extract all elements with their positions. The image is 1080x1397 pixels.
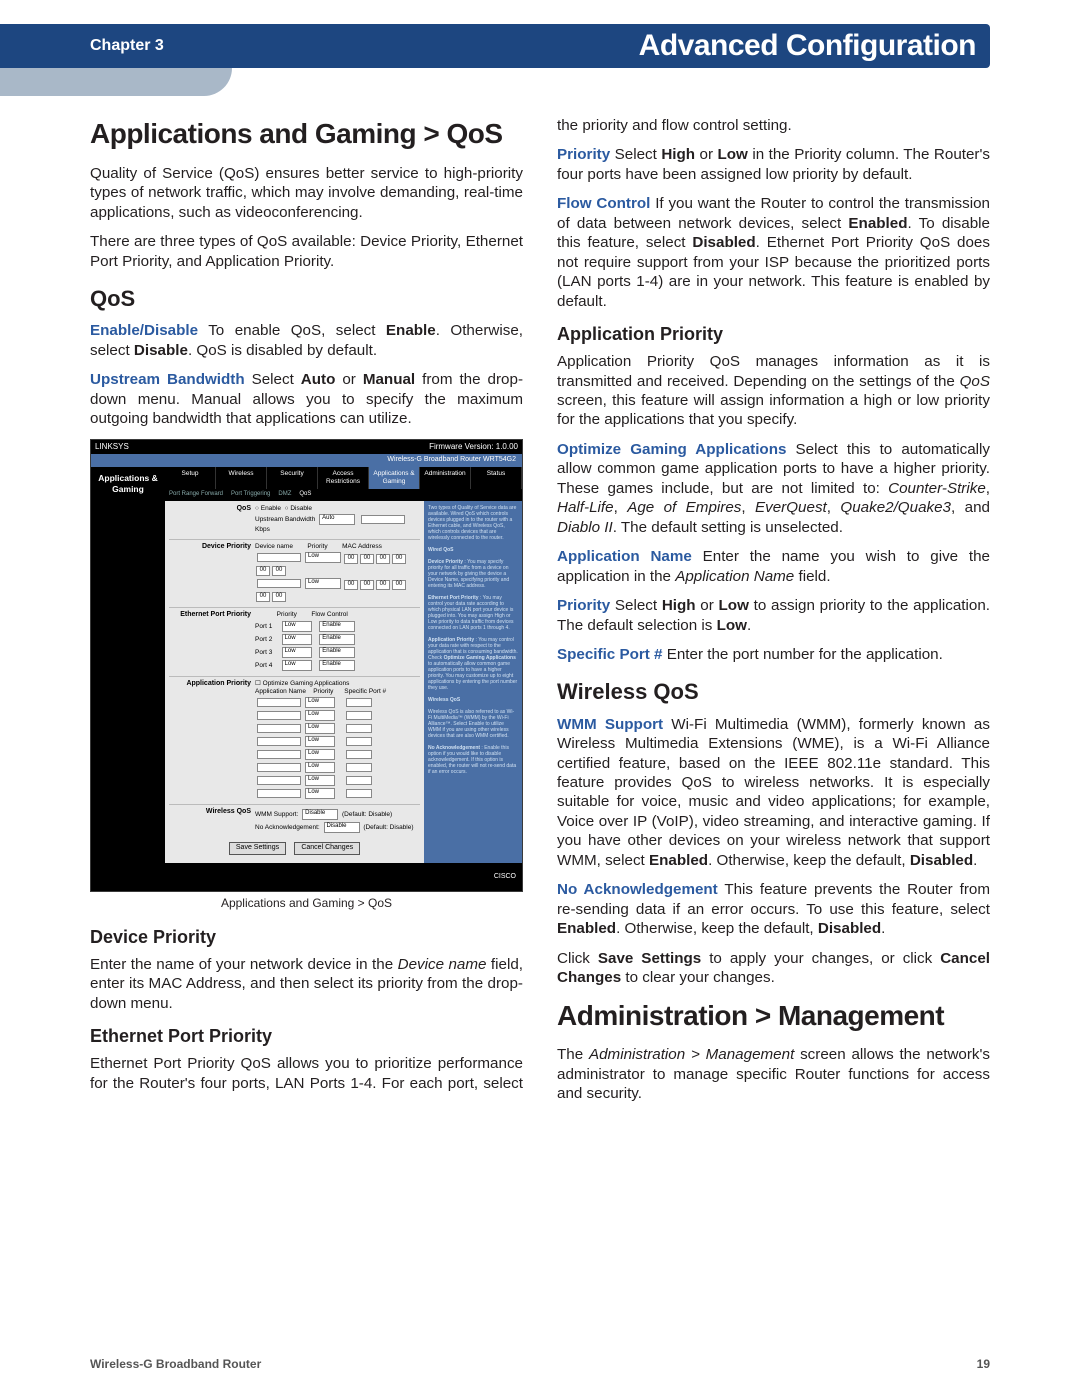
page-title: Advanced Configuration [639,29,976,63]
para: Enter the name of your network device in… [90,955,523,1013]
para-priority: Priority Select High or Low in the Prior… [557,145,990,184]
para-app-name: Application Name Enter the name you wish… [557,547,990,586]
footer-page-number: 19 [977,1357,990,1371]
opt-label: Priority [557,146,610,163]
opt-label: Upstream Bandwidth [90,371,245,388]
opt-label: Priority [557,597,610,614]
opt-label: Enable/Disable [90,322,198,339]
para-priority2: Priority Select High or Low to assign pr… [557,596,990,635]
opt-label: Flow Control [557,195,650,212]
heading-admin: Administration > Management [557,998,990,1034]
subhead-wireless-qos: Wireless QoS [557,678,990,706]
chapter-label: Chapter 3 [90,37,164,55]
para: There are three types of QoS available: … [90,232,523,271]
opt-label: No Acknowledgement [557,881,718,898]
para: Quality of Service (QoS) ensures better … [90,164,523,222]
opt-label: WMM Support [557,716,663,733]
router-screenshot: LINKSYSFirmware Version: 1.0.00 Wireless… [90,439,523,893]
para: The Administration > Management screen a… [557,1045,990,1103]
para-upstream: Upstream Bandwidth Select Auto or Manual… [90,370,523,428]
subhead-qos: QoS [90,285,523,313]
heading-qos: Applications and Gaming > QoS [90,116,523,152]
opt-label: Application Name [557,548,692,565]
para-optimize-gaming: Optimize Gaming Applications Select this… [557,440,990,537]
subhead-ethernet-port-priority: Ethernet Port Priority [90,1025,523,1048]
page-header: Chapter 3 Advanced Configuration [0,24,990,68]
para: Application Priority QoS manages informa… [557,352,990,430]
opt-label: Specific Port # [557,646,663,663]
screenshot-caption: Applications and Gaming > QoS [90,896,523,911]
para-wmm: WMM Support Wi-Fi Multimedia (WMM), form… [557,715,990,871]
footer-product: Wireless-G Broadband Router [90,1357,261,1371]
subhead-device-priority: Device Priority [90,926,523,949]
opt-label: Optimize Gaming Applications [557,441,786,458]
page-footer: Wireless-G Broadband Router 19 [90,1357,990,1371]
header-stub [0,68,232,96]
para-save: Click Save Settings to apply your change… [557,949,990,988]
para-enable-disable: Enable/Disable To enable QoS, select Ena… [90,321,523,360]
para-flow-control: Flow Control If you want the Router to c… [557,194,990,311]
subhead-application-priority: Application Priority [557,323,990,346]
para-no-ack: No Acknowledgement This feature prevents… [557,880,990,938]
para-specific-port: Specific Port # Enter the port number fo… [557,645,990,664]
